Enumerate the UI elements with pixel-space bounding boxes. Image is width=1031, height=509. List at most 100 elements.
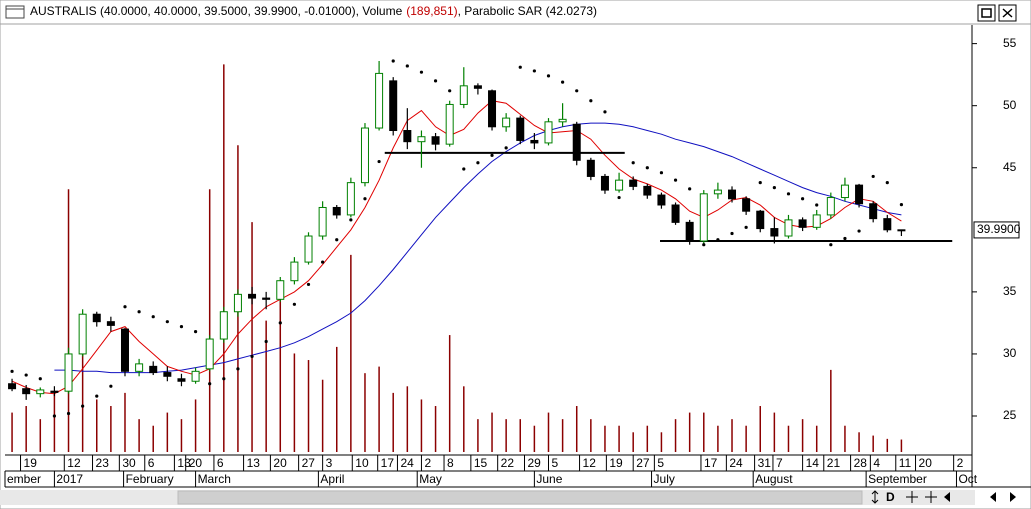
maximize-button[interactable] (977, 4, 996, 22)
sar-dot (603, 110, 607, 114)
month-label: February (126, 472, 174, 486)
zoom-icon[interactable] (871, 490, 879, 504)
sar-dot (899, 203, 904, 207)
scroll-right[interactable] (1010, 492, 1016, 502)
y-tick-label: 55 (1003, 36, 1017, 50)
candle-body (248, 293, 257, 299)
sar-dot (52, 414, 57, 418)
candle-body (586, 159, 595, 177)
move-icon[interactable] (906, 491, 918, 503)
toolbar-label[interactable]: D (886, 490, 895, 504)
last-price-box (973, 221, 1020, 239)
candle-body (897, 229, 906, 232)
candle-body (431, 136, 440, 145)
sar-dot (95, 394, 99, 398)
y-tick-label: 35 (1003, 284, 1017, 298)
sar-dot (165, 320, 169, 324)
candle-body (417, 136, 426, 143)
candle-body (389, 80, 398, 132)
sar-dot (617, 195, 621, 200)
month-label: Oct (958, 472, 977, 486)
month-label: May (419, 472, 442, 486)
diamond-icon[interactable] (944, 492, 950, 502)
candle-body (233, 293, 242, 313)
month-label: April (320, 472, 344, 486)
x-tick-label: 6 (148, 456, 155, 470)
sar-dot (772, 186, 776, 190)
candle-body (826, 197, 835, 216)
sar-dot (405, 64, 409, 68)
candle-body (558, 118, 567, 123)
sar-dot (433, 79, 438, 83)
sar-dot (561, 80, 565, 84)
sar-dot (363, 197, 367, 201)
candle-body (219, 311, 228, 340)
sar-dot (123, 305, 127, 309)
month-label: ember (7, 472, 41, 486)
candle-body (784, 219, 793, 237)
sar-dot (589, 99, 593, 103)
sar-dot (575, 89, 579, 93)
candle-body (488, 90, 497, 128)
title-segment: AUSTRALIS (40.0000, 40.0000, 39.5000, 39… (30, 4, 403, 18)
scroll-left[interactable] (990, 492, 996, 502)
x-tick-label: 24 (729, 456, 743, 470)
scrollbar-thumb[interactable] (177, 490, 863, 505)
sar-dot (81, 404, 85, 408)
toolbar: D (871, 490, 1016, 504)
x-tick-label: 13 (247, 456, 261, 470)
candle-body (92, 313, 101, 323)
month-label: June (536, 472, 562, 486)
sar-dot (222, 377, 226, 381)
candle-body (459, 85, 468, 105)
x-tick-label: 30 (122, 456, 136, 470)
sar-dot (518, 65, 522, 69)
candle-body (135, 363, 144, 372)
candle-body (742, 198, 751, 212)
sar-dot (448, 89, 452, 93)
sar-dot (546, 74, 551, 78)
candle-body (360, 127, 369, 184)
sar-dot (800, 197, 805, 201)
sar-dot (815, 203, 819, 207)
moving-average-short (11, 100, 902, 395)
plot (8, 59, 953, 452)
month-label: 2017 (56, 472, 83, 486)
x-tick-label: 15 (474, 456, 488, 470)
sar-dot (532, 69, 536, 73)
sar-dot (730, 231, 734, 236)
candle-body (713, 189, 722, 195)
x-tick-label: 12 (67, 456, 81, 470)
x-tick-label: 20 (189, 456, 203, 470)
candle-body (332, 206, 341, 216)
candle-body (445, 103, 454, 145)
x-tick-label: 17 (704, 456, 718, 470)
move-icon[interactable] (925, 491, 937, 503)
title-segment: , Parabolic SAR (42.0273) (458, 4, 597, 18)
candle-body (120, 328, 129, 372)
candle-body (812, 214, 821, 228)
sar-dot (476, 161, 480, 165)
sar-dot (193, 329, 198, 334)
candle-body (840, 184, 849, 199)
candle-body (262, 297, 271, 300)
window-icon (5, 5, 25, 19)
sar-dot (659, 171, 664, 175)
month-label: September (868, 472, 927, 486)
candle-body (855, 184, 864, 205)
sar-dot (208, 382, 212, 386)
x-tick-label: 27 (636, 456, 650, 470)
sar-dot (645, 166, 649, 170)
candle-body (685, 221, 694, 242)
x-tick-label: 27 (302, 456, 316, 470)
y-tick-label: 25 (1003, 408, 1017, 422)
sar-dot (490, 153, 494, 157)
candle-body (290, 261, 299, 282)
candle-body (770, 228, 779, 237)
candle-body (50, 390, 59, 393)
sar-dot (109, 384, 113, 388)
candle-body (205, 338, 214, 370)
month-label: July (654, 472, 675, 486)
sar-dot (236, 367, 240, 371)
